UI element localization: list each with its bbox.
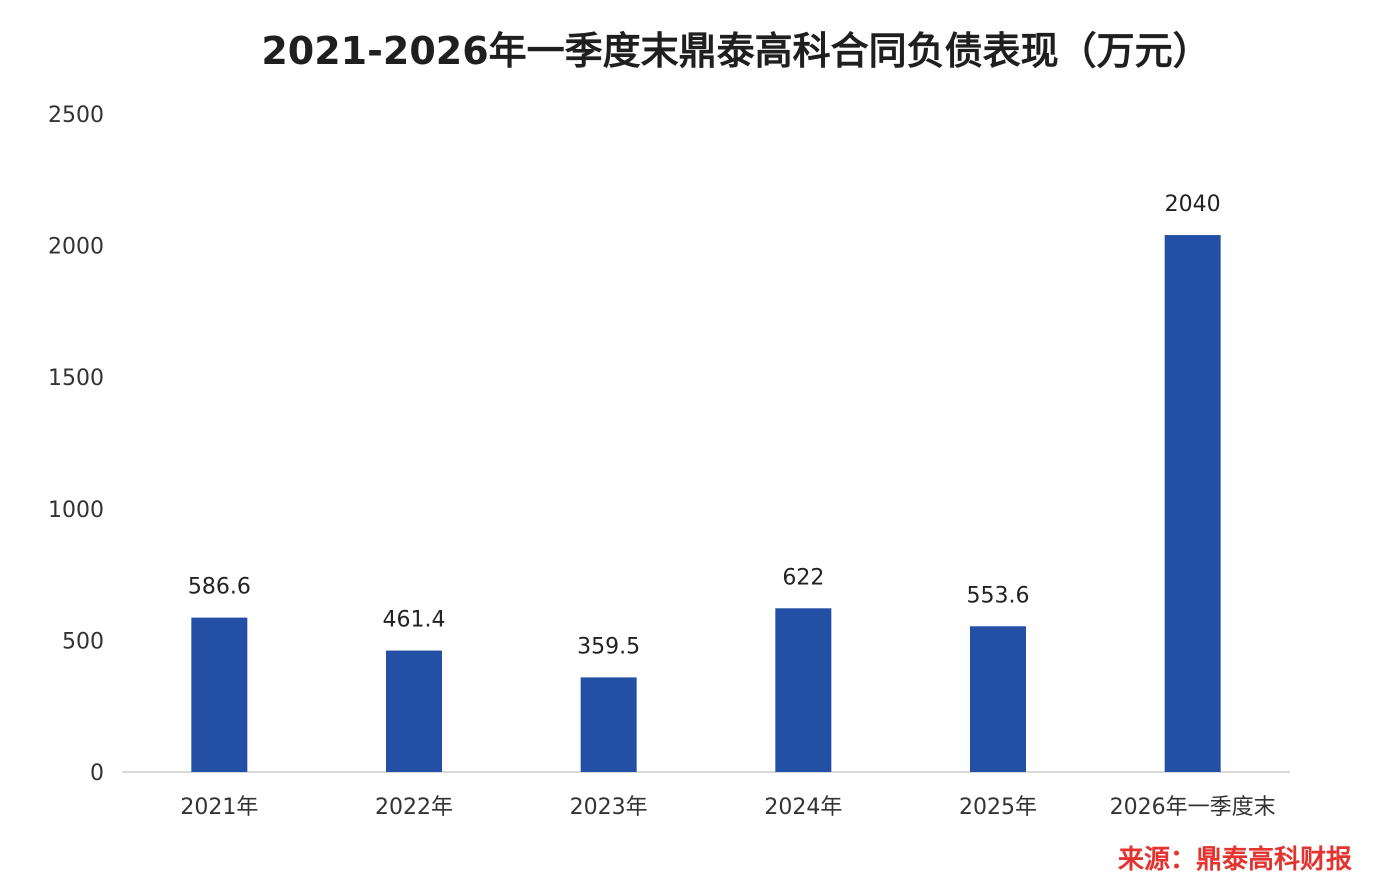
bar	[1164, 235, 1221, 772]
chart-title: 2021-2026年一季度末鼎泰高科合同负债表现（万元）	[261, 29, 1210, 73]
bar-value-label: 622	[782, 565, 824, 590]
x-tick-label: 2024年	[764, 795, 842, 820]
bar	[386, 650, 442, 772]
y-tick-label: 1500	[48, 366, 104, 391]
x-tick-label: 2022年	[375, 795, 453, 820]
x-axis-labels: 2021年 2022年 2023年 2024年 2025年 2026年一季度末	[180, 795, 1275, 820]
bar	[970, 626, 1026, 772]
source-note: 来源：鼎泰高科财报	[1118, 844, 1352, 875]
y-tick-label: 500	[62, 629, 104, 654]
x-tick-label: 2025年	[959, 795, 1037, 820]
y-tick-label: 0	[90, 761, 104, 786]
bar-value-label: 553.6	[967, 583, 1030, 608]
x-tick-label: 2026年一季度末	[1110, 795, 1276, 820]
bars-group	[191, 235, 1221, 772]
bar-value-label: 359.5	[577, 634, 640, 659]
bar-value-label: 2040	[1165, 192, 1221, 217]
y-tick-label: 2000	[48, 235, 104, 260]
value-labels-group: 586.6 461.4 359.5 622 553.6 2040	[188, 192, 1221, 659]
y-tick-label: 1000	[48, 498, 104, 523]
bar	[775, 608, 832, 772]
y-axis-ticks: 0 500 1000 1500 2000 2500	[48, 103, 104, 786]
x-tick-label: 2021年	[180, 795, 258, 820]
bar-value-label: 461.4	[383, 608, 446, 633]
x-tick-label: 2023年	[570, 795, 648, 820]
bar	[191, 617, 248, 772]
bar-value-label: 586.6	[188, 575, 251, 600]
y-tick-label: 2500	[48, 103, 104, 128]
bar	[580, 677, 637, 772]
